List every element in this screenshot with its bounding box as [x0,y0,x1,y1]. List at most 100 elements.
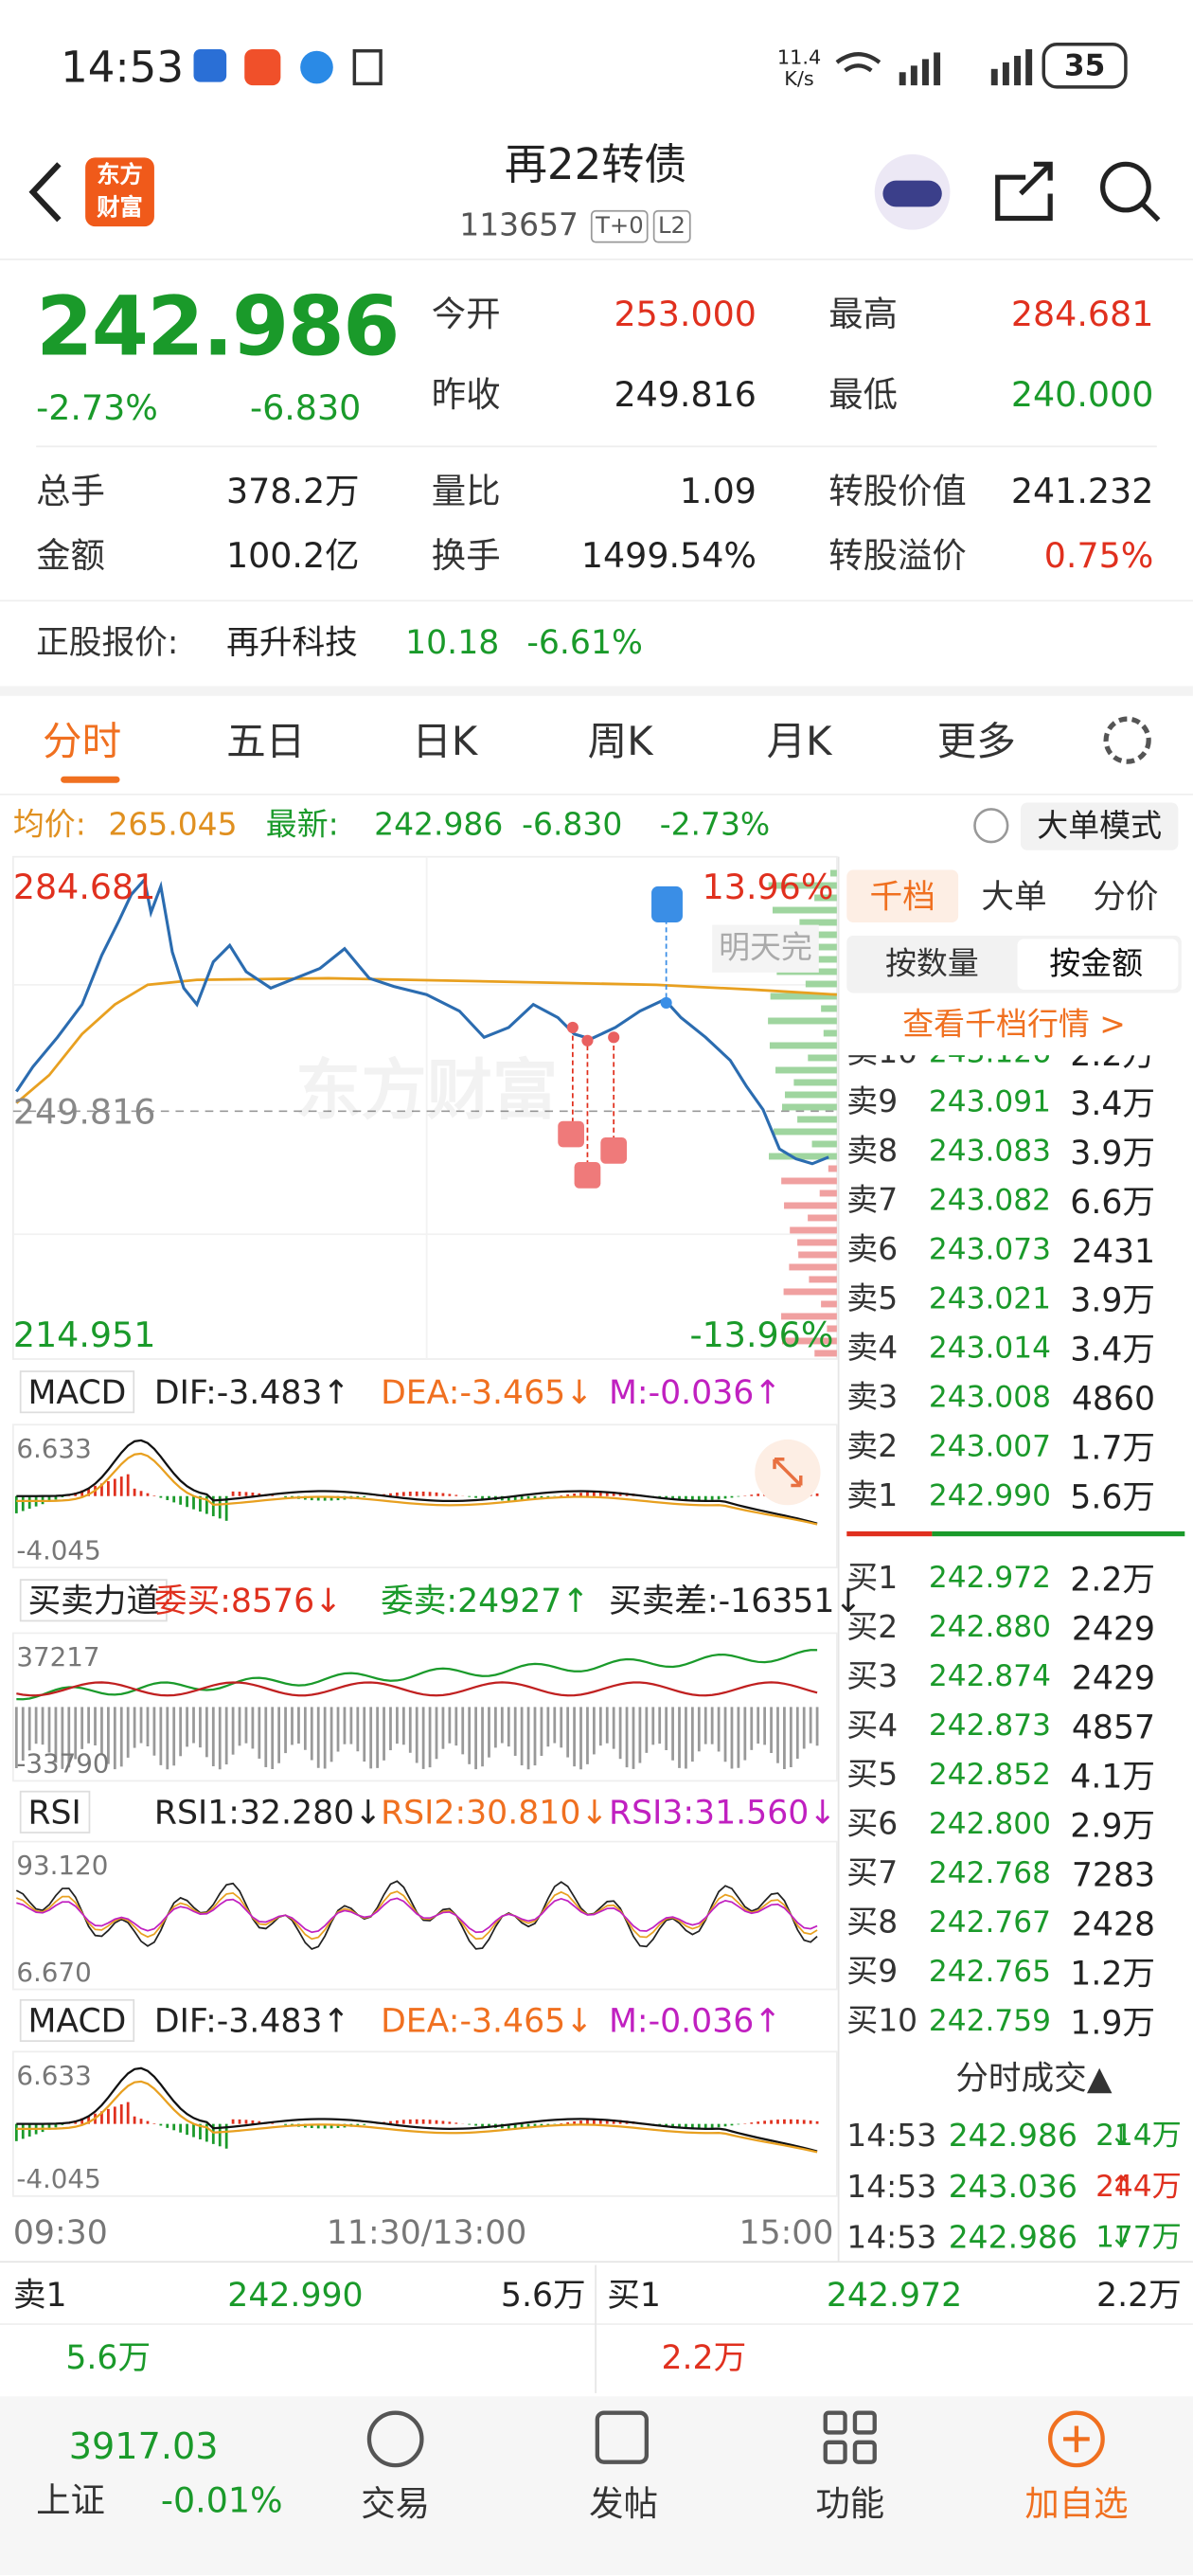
indicator-line [16,1681,818,1697]
trade-price: 243.036 [948,2169,1077,2206]
depth-bar [808,1054,837,1062]
price-line [15,876,829,1166]
depth-tab-active[interactable] [846,869,959,923]
tab[interactable]: 周K [587,719,653,765]
mode-option[interactable]: 按金额 [1049,946,1144,983]
logo-text: 财富 [97,195,143,222]
trade-price: 242.986 [948,2118,1077,2155]
level-volume: 1.2万 [1070,1953,1156,1993]
indicator-value: DEA:-3.465↓ [381,2000,594,2041]
stock-pct: -6.61% [526,621,643,662]
tab[interactable]: 五日 [226,719,306,765]
level-volume: 3.4万 [1070,1082,1156,1123]
level-price: 243.091 [928,1084,1051,1119]
tab[interactable]: 日K [412,719,478,765]
ask-volume: 5.6万 [500,2275,586,2315]
index-pct[interactable]: -0.01% [160,2480,283,2521]
help-icon[interactable] [973,808,1009,844]
field-label: 最高 [828,295,899,334]
level-label: 买5 [846,1757,899,1794]
level-volume: 7283 [1071,1854,1156,1894]
index-name[interactable]: 上证 [36,2480,105,2521]
change-pct: -2.73% [36,387,158,428]
nav-item[interactable]: 发帖 [589,2484,658,2524]
level-price: 242.873 [928,1708,1051,1744]
ask-label: 卖1 [12,2275,67,2315]
level-price: 242.768 [928,1856,1051,1891]
search-icon-handle [1140,202,1161,223]
level-label: 买1 [846,1560,899,1597]
field-label: 昨收 [431,375,501,415]
nav-item[interactable]: 功能 [815,2484,885,2524]
level-price: 243.083 [928,1134,1051,1169]
mode-option[interactable]: 按数量 [884,946,979,983]
tab[interactable]: 月K [766,719,832,765]
field-value: 284.681 [1010,295,1154,334]
trade-time: 14:53 [846,2118,937,2155]
trades-title[interactable]: 分时成交▲ [955,2058,1113,2098]
level-volume: 2429 [1071,1608,1156,1649]
search-icon[interactable] [1100,161,1151,213]
indicator-value: RSI2:30.810↓ [381,1792,609,1833]
bid-label: 买1 [607,2275,661,2315]
indicator-line [15,1880,818,1950]
nav-item[interactable]: 加自选 [1024,2484,1129,2524]
indicator-min: 6.670 [16,1956,92,1988]
mode-active[interactable] [1017,939,1179,991]
level-volume: 4860 [1071,1378,1156,1419]
index-value[interactable]: 3917.03 [68,2427,219,2469]
level-volume: 1.9万 [1070,2002,1156,2042]
logo-text: 东方 [97,162,143,189]
stat-label: 总手 [36,472,105,511]
indicator-name[interactable]: 买卖力道 [19,1579,168,1622]
depth-bar [768,882,837,889]
depth-tab[interactable]: 分价 [1093,876,1159,917]
depth-bar [774,1128,837,1136]
level-price: 243.021 [928,1281,1051,1316]
settings-icon[interactable] [1103,716,1151,764]
bid-total: 2.2万 [661,2336,747,2377]
depth-tab[interactable]: 大单 [981,876,1047,917]
nfc-icon [352,48,383,86]
indicator-value: DEA:-3.465↓ [381,1371,594,1412]
robot-face [882,180,942,207]
mode-button-bg[interactable] [1020,802,1179,850]
depth-link[interactable]: 查看千档行情 > [902,1007,1126,1044]
add-icon[interactable] [1048,2410,1105,2468]
stock-label: 正股报价: [36,621,179,662]
depth-bar [808,1214,837,1222]
trade-icon[interactable] [366,2410,424,2468]
depth-tab[interactable]: 千档 [869,876,935,917]
indicator-name[interactable]: RSI [19,1790,90,1834]
level-price: 243.014 [928,1331,1051,1366]
depth-bar [784,1091,837,1099]
indicator-min: -4.045 [16,1534,101,1566]
field-value: 249.816 [614,375,757,415]
nav-item[interactable]: 交易 [361,2484,431,2524]
level-volume: 6.6万 [1070,1181,1156,1222]
level-price: 242.765 [928,1955,1051,1990]
indicator-max: 6.633 [16,2060,92,2091]
function-icon[interactable] [823,2410,877,2464]
avg-label: 均价: [12,806,86,843]
tab[interactable]: 分时 [43,719,122,765]
indicator-name[interactable]: MACD [19,1370,135,1414]
trade-volume: 244万 [1095,2170,1182,2205]
tab[interactable]: 更多 [936,719,1016,765]
ask-total: 5.6万 [65,2336,151,2377]
share-icon[interactable] [995,161,1053,222]
mode-button[interactable]: 大单模式 [1037,808,1163,845]
level-label: 卖9 [846,1083,899,1120]
depth-bar [770,993,837,1000]
time-label: 11:30/13:00 [326,2212,527,2252]
depth-bar [821,1300,837,1308]
stock-name[interactable]: 再升科技 [226,621,358,662]
depth-bar [781,1337,837,1345]
indicator-name[interactable]: MACD [19,1998,135,2042]
back-icon[interactable] [28,162,62,223]
post-icon[interactable] [595,2410,650,2464]
level-volume: 2431 [1071,1230,1156,1271]
indicator-panels [11,1423,838,2197]
avg-value: 265.045 [108,806,238,843]
